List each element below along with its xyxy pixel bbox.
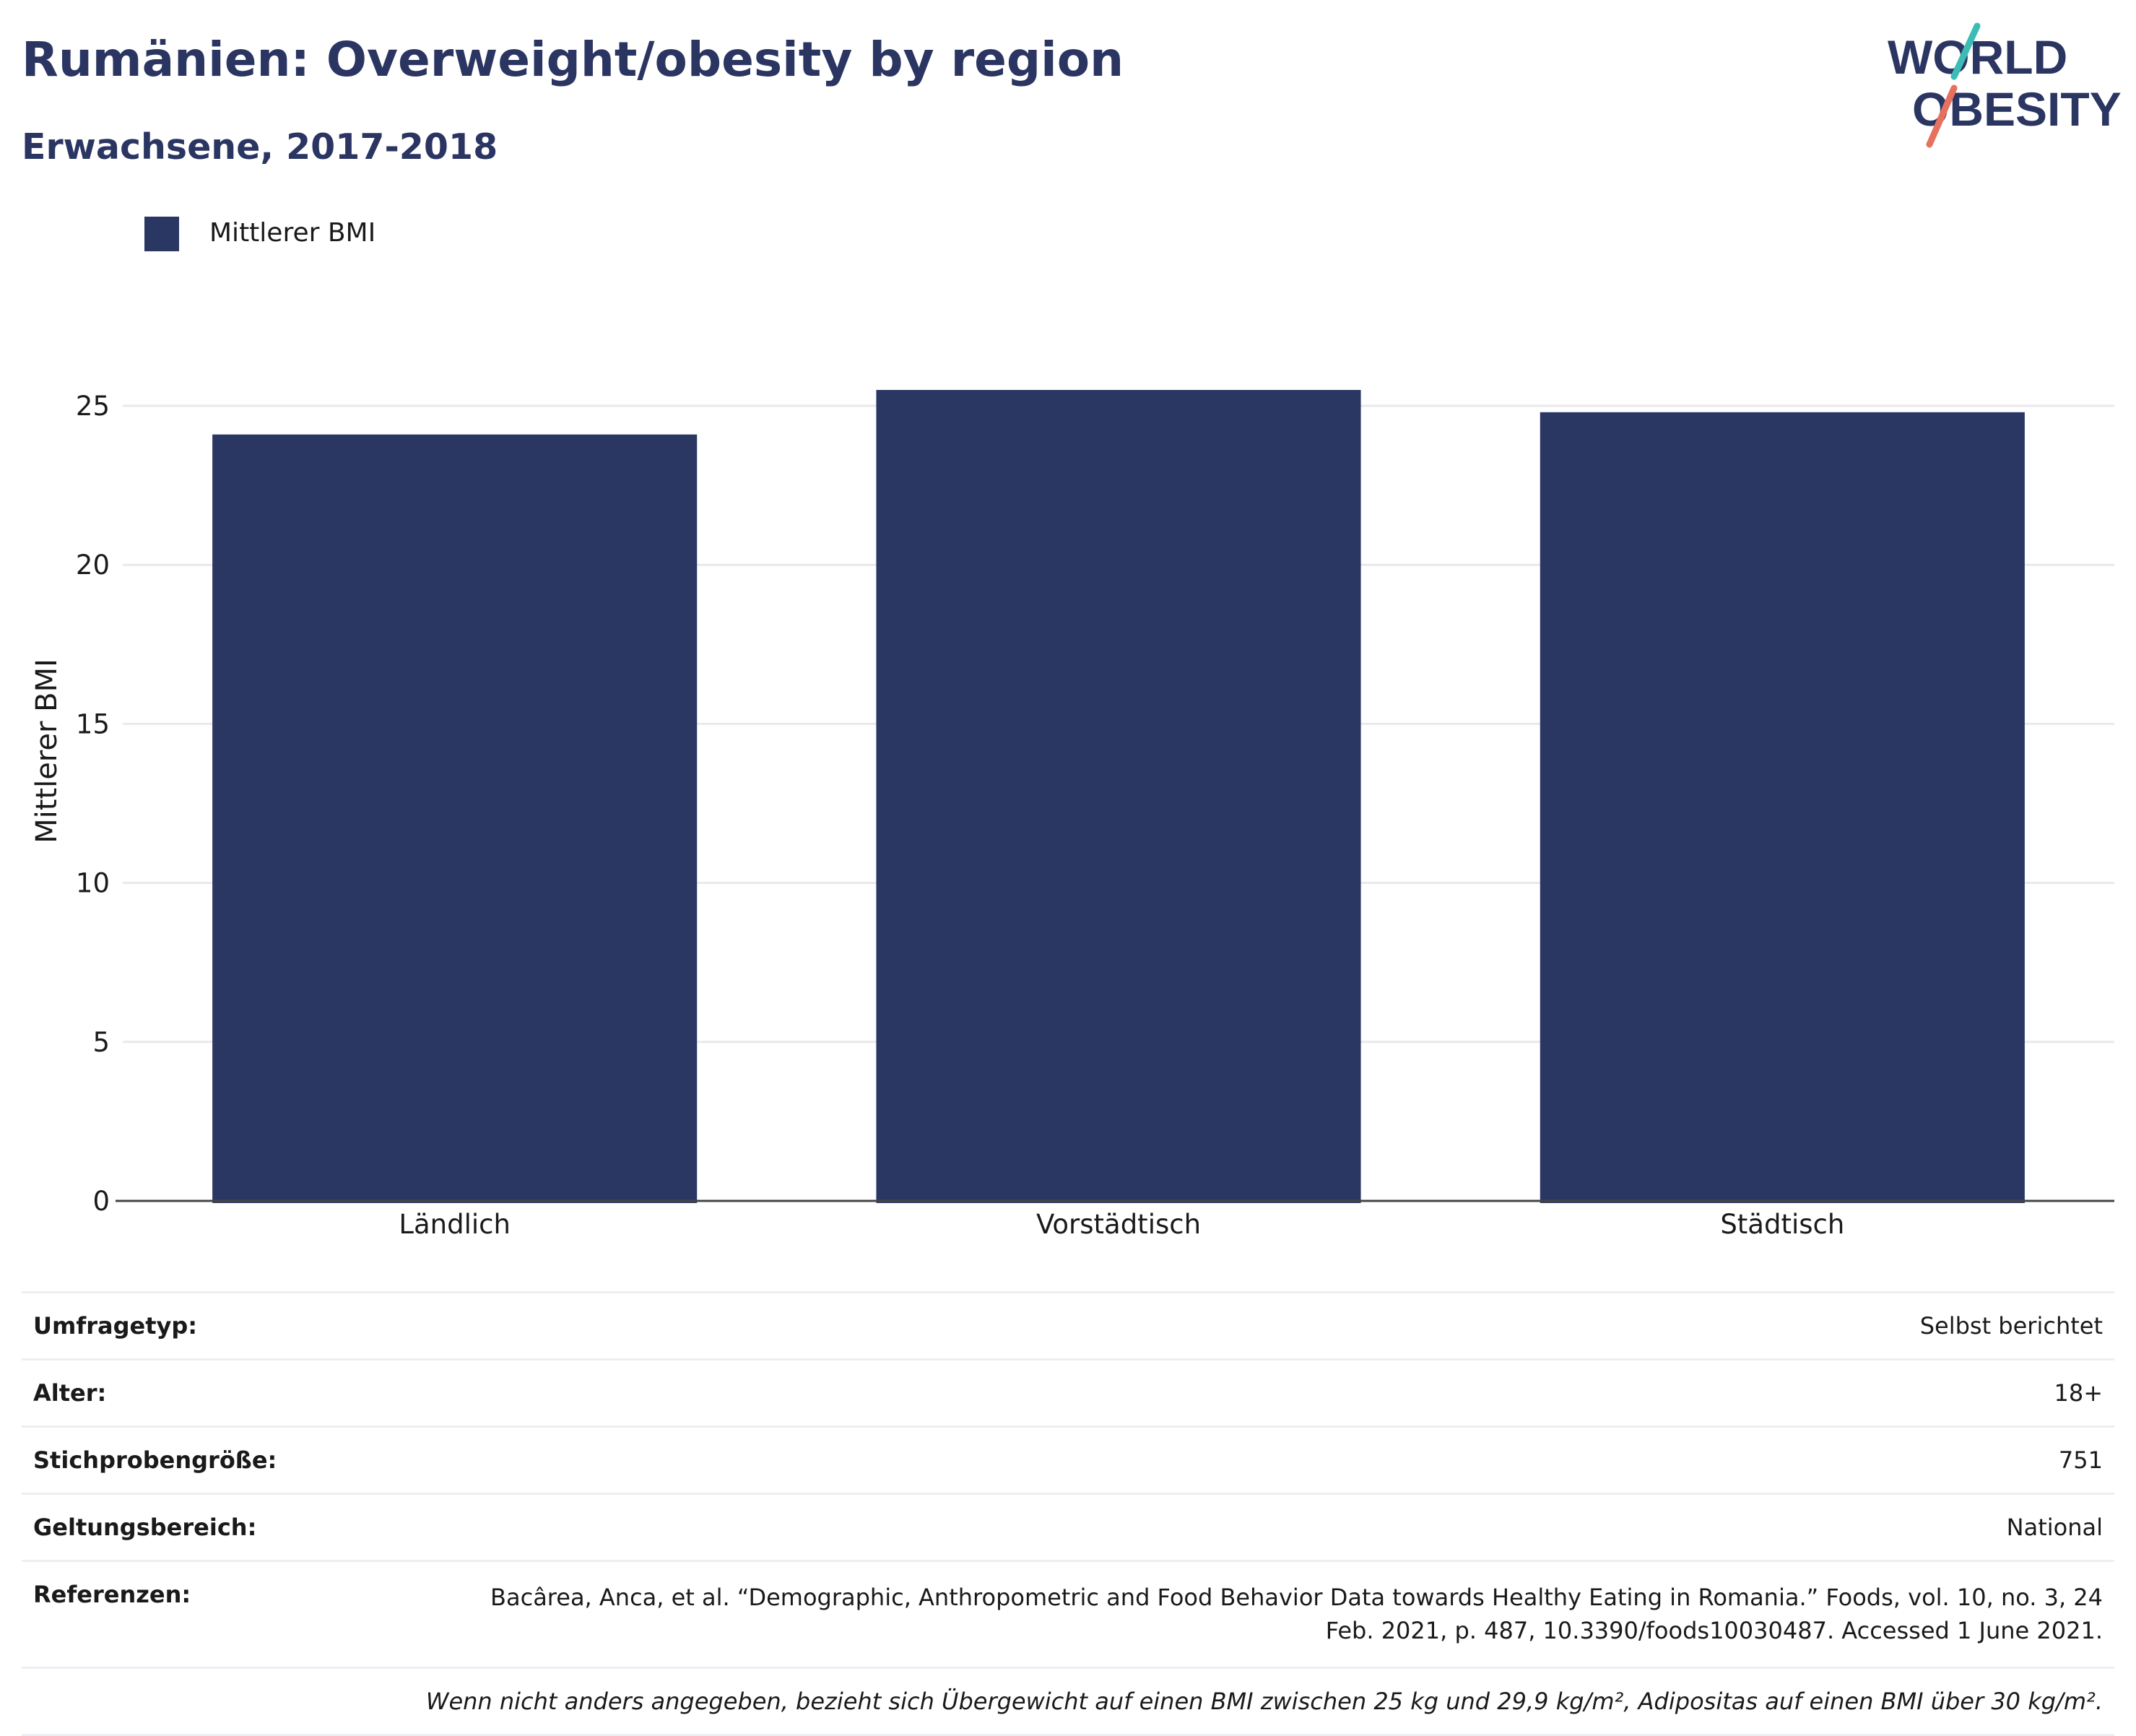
info-rows: Umfragetyp: Selbst berichtet Alter: 18+ Stic… <box>22 1291 2114 1667</box>
info-label: Umfragetyp: <box>33 1312 198 1340</box>
info-label: Referenzen: <box>33 1581 191 1608</box>
info-row: Umfragetyp: Selbst berichtet <box>22 1291 2114 1358</box>
survey-info-table: Umfragetyp: Selbst berichtet Alter: 18+ Stic… <box>22 1291 2114 1736</box>
info-value: 18+ <box>2054 1379 2103 1407</box>
info-value: 751 <box>2058 1446 2103 1474</box>
x-tick-label: Ländlich <box>399 1209 511 1240</box>
info-row: Geltungsbereich: National <box>22 1493 2114 1560</box>
info-value: Selbst berichtet <box>1919 1312 2103 1340</box>
legend-label: Mittlerer BMI <box>209 218 376 248</box>
definition-note: Wenn nicht anders angegeben, bezieht sic… <box>425 1687 2103 1715</box>
bar <box>212 434 698 1203</box>
info-row: Stichprobengröße: 751 <box>22 1425 2114 1493</box>
info-value: Bacârea, Anca, et al. “Demographic, Anth… <box>490 1584 2103 1645</box>
bar <box>876 390 1361 1203</box>
x-tick-label: Vorstädtisch <box>1036 1209 1201 1240</box>
info-row: Alter: 18+ <box>22 1358 2114 1425</box>
y-tick-label: 10 <box>76 868 110 899</box>
x-tick-label: Städtisch <box>1720 1209 1844 1240</box>
logo-slash-bottom <box>1926 84 1958 148</box>
chart-subtitle: Erwachsene, 2017-2018 <box>22 126 498 168</box>
legend-swatch <box>144 217 179 251</box>
logo-slash-top <box>1950 22 1981 80</box>
axes: 0 5 10 15 20 25 Ländlich Vorstädtisch Städtisch <box>76 391 2114 1240</box>
bar <box>1540 412 2025 1204</box>
y-axis-title: Mittlerer BMI <box>30 659 64 843</box>
y-tick-label: 25 <box>76 391 110 422</box>
bars <box>212 390 2025 1204</box>
world-obesity-logo: WORLD OBESITY <box>1888 22 2122 148</box>
y-tick-label: 0 <box>92 1186 110 1217</box>
y-tick-label: 20 <box>76 550 110 581</box>
chart-title: Rumänien: Overweight/obesity by region <box>22 32 1124 87</box>
info-label: Alter: <box>33 1379 107 1407</box>
logo-word-1: WORLD <box>1888 30 2067 84</box>
info-row: Referenzen: Bacârea, Anca, et al. “Demogr… <box>22 1560 2114 1667</box>
info-label: Stichprobengröße: <box>33 1446 277 1474</box>
info-label: Geltungsbereich: <box>33 1514 257 1541</box>
definition-note-row: Wenn nicht anders angegeben, bezieht sic… <box>22 1666 2114 1736</box>
y-tick-label: 15 <box>76 708 110 739</box>
y-tick-label: 5 <box>92 1027 110 1058</box>
info-value: National <box>2006 1514 2103 1541</box>
